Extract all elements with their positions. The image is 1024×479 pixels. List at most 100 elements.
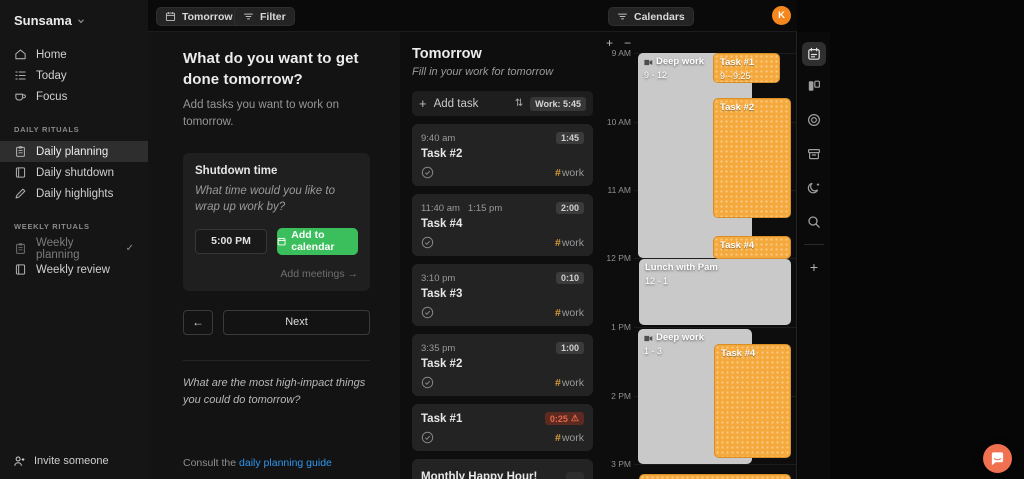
calendar-event-task-1[interactable]: Task #1 9 - 9:25 [713,53,780,83]
sidebar-item-label: Weekly planning [36,236,80,261]
sidebar-item-focus[interactable]: Focus [0,86,148,107]
sidebar-item-today[interactable]: Today [0,65,148,86]
clipboard-icon [16,243,25,254]
hour-label: 9 AM [611,48,631,58]
event-time: 1 - 3 [644,345,663,356]
calendar-event-lunch[interactable]: Lunch with Pam 12 - 1 [639,259,791,325]
invite-someone-button[interactable]: Invite someone [0,450,148,472]
calendar-event-task-4b[interactable]: Task #4 [714,344,791,458]
task-tag: #work [554,431,584,444]
objectives-panel-button[interactable] [802,108,826,132]
sidebar-item-home[interactable]: Home [0,44,148,65]
invite-label: Invite someone [34,455,109,467]
filter-button[interactable]: Filter [234,7,295,26]
add-meetings-link[interactable]: Add meetings → [280,267,358,280]
task-card[interactable]: 3:35 pm 1:00 Task #2 #work [412,334,593,396]
sidebar-item-daily-highlights[interactable]: Daily highlights [0,183,148,204]
calendar-panel-button[interactable] [802,42,826,66]
hour-label: 11 AM [607,185,631,195]
pen-icon [15,188,26,199]
chip-label: Tomorrow [182,10,233,23]
add-task-bar[interactable]: + Add task ⇅ Work: 5:45 [412,91,593,116]
weekly-rituals-heading: WEEKLY RITUALS [14,222,90,231]
kanban-panel-button[interactable] [802,74,826,98]
shutdown-time-input[interactable]: 5:00 PM [195,228,267,254]
sidebar-item-label: Daily highlights [36,187,114,200]
complete-task-checkbox[interactable] [421,376,434,389]
complete-task-checkbox[interactable] [421,431,434,444]
workspace-switcher[interactable]: Sunsama [0,0,148,30]
shutdown-question: What time would you like to wrap up work… [195,184,335,214]
complete-task-checkbox[interactable] [421,306,434,319]
task-card[interactable]: Task #1 0:25 ⚠ #work [412,404,593,451]
plus-icon: + [419,96,427,111]
add-panel-button[interactable]: + [809,259,819,275]
video-icon [644,335,653,342]
task-card[interactable]: 3:10 pm 0:10 Task #3 #work [412,264,593,326]
hour-gridline [634,327,796,328]
daily-planning-guide-link[interactable]: daily planning guide [239,457,332,469]
calendar-event-task-4[interactable]: Task #4 [713,236,791,259]
left-sidebar: Sunsama Home Today Focus DAILY RITUALS D… [0,0,148,479]
clipboard-icon [16,146,25,157]
back-button[interactable]: ← [183,309,213,335]
task-title: Task #4 [421,218,463,230]
event-time: 9 - 12 [644,69,668,80]
overdue-time-badge: 0:25 ⚠ [544,412,584,425]
top-bar: Tomorrow × Filter Calendars K [148,0,797,32]
task-start-time: 3:10 pm [421,272,456,284]
task-title: Task #3 [421,288,463,300]
task-start-time: 11:40 am [421,202,460,214]
sidebar-item-label: Daily planning [36,145,109,158]
calendar-icon [808,47,820,60]
search-panel-button[interactable] [802,210,826,234]
archive-icon [808,148,821,160]
calendar-zoom-in-button[interactable]: + [606,36,614,50]
task-start-time: 9:40 am [421,132,456,144]
hour-label: 12 PM [606,253,631,263]
night-mode-panel-button[interactable] [802,176,826,200]
sidebar-item-weekly-review[interactable]: Weekly review [0,259,148,280]
home-icon [15,49,26,60]
complete-task-checkbox[interactable] [421,166,434,179]
sidebar-item-daily-planning[interactable]: Daily planning [0,141,148,162]
video-icon [644,59,653,66]
footer-text: Consult the [183,457,240,469]
task-tag: #work [554,306,584,319]
planned-time-badge: 1:00 [555,342,584,354]
task-card[interactable]: 11:40 am 1:15 pm 2:00 Task #4 #work [412,194,593,256]
add-to-calendar-button[interactable]: Add to calendar [277,227,358,255]
sidebar-item-weekly-planning[interactable]: Weekly planning ✓ [0,236,148,261]
target-icon [807,113,821,127]
tomorrow-filter-chip[interactable]: Tomorrow × [156,7,256,26]
person-add-icon [14,456,25,466]
calendars-button[interactable]: Calendars [608,7,694,26]
task-badge [566,471,584,479]
calendar-event-task-2[interactable]: Task #2 [713,98,791,218]
archive-panel-button[interactable] [802,142,826,166]
chip-label: Filter [260,10,286,23]
chat-launcher-button[interactable] [983,444,1012,473]
hour-label: 1 PM [611,322,631,332]
complete-task-checkbox[interactable] [421,236,434,249]
daily-planning-panel: What do you want to get done tomorrow? A… [148,32,400,479]
sort-icon[interactable]: ⇅ [514,98,524,109]
sidebar-item-daily-shutdown[interactable]: Daily shutdown [0,162,148,183]
calendar-event-partial[interactable] [639,474,791,479]
arrow-left-icon: ← [192,315,204,330]
chip-label: Calendars [634,10,685,23]
task-card[interactable]: Monthly Happy Hour! [412,459,593,479]
user-avatar[interactable]: K [772,6,791,25]
task-tag: #work [554,236,584,249]
calendar-zoom-out-button[interactable]: − [624,36,632,50]
add-task-label: Add task [433,97,479,110]
sidebar-item-label: Daily shutdown [36,166,114,179]
task-card[interactable]: 9:40 am 1:45 Task #2 #work [412,124,593,186]
calendar-icon [165,12,176,22]
today-list-icon [15,71,26,80]
book-icon [15,264,26,275]
next-button[interactable]: Next [223,309,370,335]
column-title: Tomorrow [412,46,482,62]
column-subtitle: Fill in your work for tomorrow [412,66,554,78]
hash-icon: # [554,166,561,179]
